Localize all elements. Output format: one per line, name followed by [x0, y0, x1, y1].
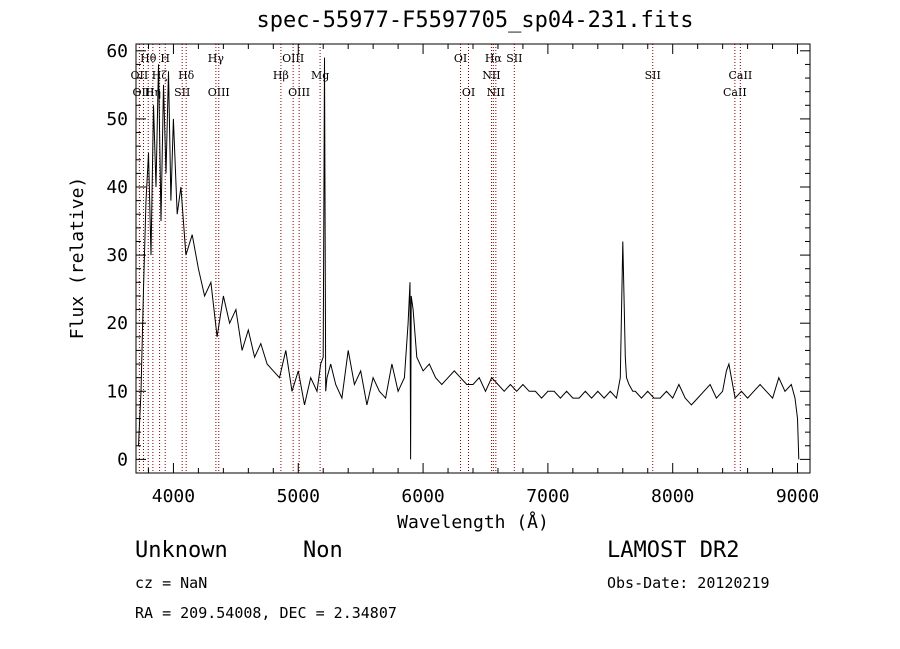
x-tick-label: 4000 [152, 486, 195, 507]
emission-line-label: NII [487, 86, 505, 99]
y-tick-label: 10 [106, 381, 128, 402]
x-axis-label: Wavelength (Å) [397, 511, 549, 533]
emission-line-label: Hδ [178, 69, 195, 82]
emission-line-label: Hζ [152, 69, 168, 82]
object-subclass: Non [303, 538, 343, 563]
y-tick-label: 60 [106, 41, 128, 62]
y-tick-label: 30 [106, 245, 128, 266]
emission-line-label: SII [506, 52, 522, 65]
emission-line-labels: OIIOIIIHθHηHζHHδSIIHγOIIIHβOIIIOIIIMgOIO… [131, 52, 753, 99]
object-class: Unknown [135, 538, 228, 563]
emission-line-label: SII [174, 86, 190, 99]
plot-frame [135, 43, 811, 474]
emission-line-label: OIII [132, 86, 154, 99]
emission-line-label: Hη [145, 86, 161, 99]
emission-line-label: OIII [208, 86, 230, 99]
emission-line-label: CaII [723, 86, 747, 99]
emission-line-label: OI [454, 52, 467, 65]
x-tick-label: 5000 [277, 486, 320, 507]
y-tick-label: 20 [106, 313, 128, 334]
y-tick-label: 50 [106, 109, 128, 130]
emission-line-label: OIII [288, 86, 310, 99]
emission-line-markers [138, 44, 741, 473]
redshift-value: cz = NaN [135, 574, 208, 592]
emission-line-label: OIII [282, 52, 304, 65]
emission-line-label: SII [645, 69, 661, 82]
emission-line-label: NII [482, 69, 500, 82]
chart-title: spec-55977-F5597705_sp04-231.fits [256, 8, 694, 33]
emission-line-label: Hθ [140, 52, 157, 65]
emission-line-label: H [160, 52, 170, 65]
emission-line-label: OI [462, 86, 475, 99]
x-tick-label: 8000 [651, 486, 694, 507]
y-axis-label: Flux (relative) [67, 177, 88, 340]
y-tick-label: 0 [117, 449, 128, 470]
survey-name: LAMOST DR2 [607, 538, 740, 563]
emission-line-label: Mg [311, 69, 329, 82]
emission-line-label: CaII [729, 69, 753, 82]
emission-line-label: Hβ [273, 69, 289, 82]
emission-line-label: Hα [485, 52, 503, 65]
emission-line-label: Hγ [208, 52, 225, 65]
spectrum-line [138, 57, 800, 460]
x-tick-label: 7000 [526, 486, 569, 507]
x-tick-label: 6000 [401, 486, 444, 507]
x-axis-ticks: 4000 5000 6000 7000 8000 9000 [147, 44, 819, 507]
y-tick-label: 40 [106, 177, 128, 198]
y-axis-ticks: 0 10 20 30 40 50 60 [106, 41, 810, 470]
observation-date: Obs-Date: 20120219 [607, 574, 770, 592]
coordinates: RA = 209.54008, DEC = 2.34807 [135, 604, 397, 622]
x-tick-label: 9000 [776, 486, 819, 507]
emission-line-label: OII [131, 69, 149, 82]
